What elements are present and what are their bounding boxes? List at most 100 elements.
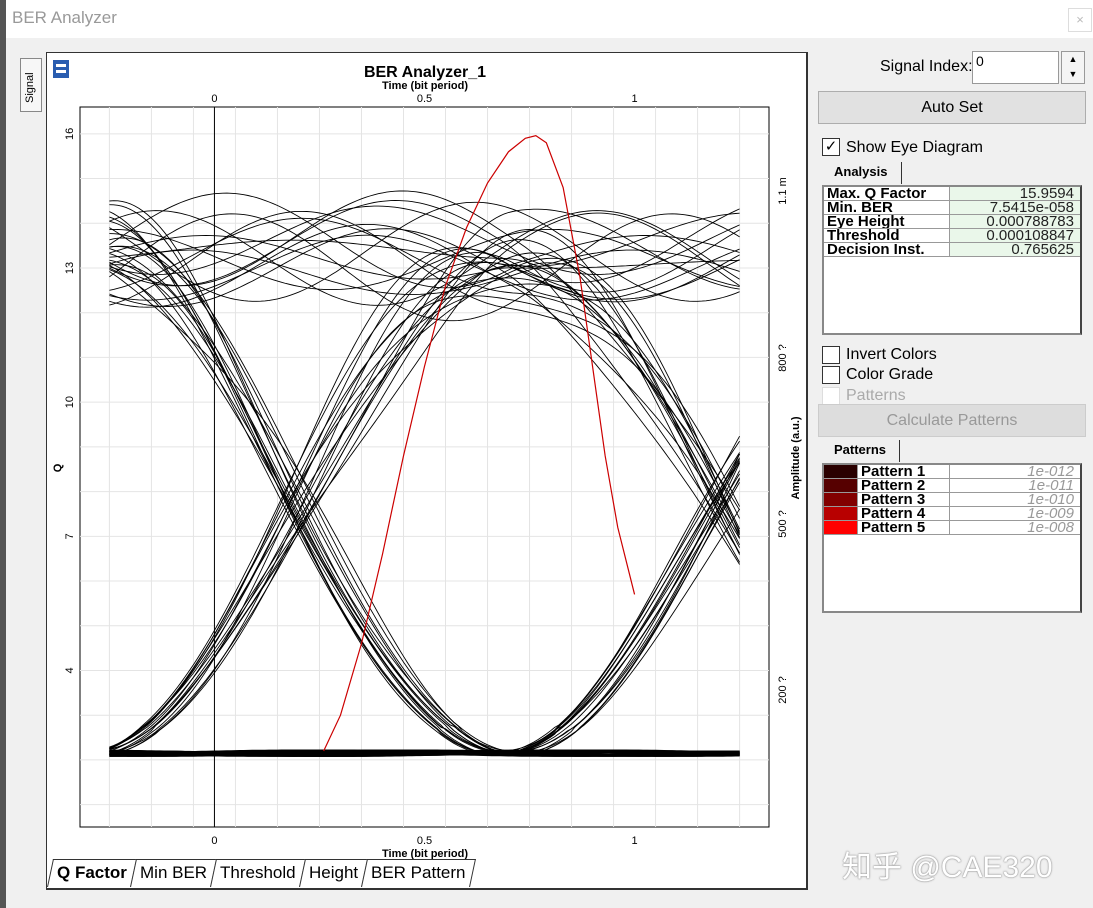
pattern-ber: 1e-010 <box>950 493 1080 506</box>
pattern-color-swatch <box>824 465 858 478</box>
pattern-ber: 1e-008 <box>950 521 1080 534</box>
eye-trace <box>109 233 740 756</box>
eye-trace <box>109 248 740 752</box>
signal-index-label: Signal Index: <box>880 58 973 75</box>
y-tick-label-left: 4 <box>64 667 76 673</box>
tab-ber-pattern[interactable]: BER Pattern <box>360 859 476 887</box>
eye-trace <box>109 295 741 755</box>
pattern-ber: 1e-009 <box>950 507 1080 520</box>
auto-set-button[interactable]: Auto Set <box>818 91 1086 124</box>
patterns-checkbox-label: Patterns <box>846 387 906 404</box>
tab-label: Min BER <box>139 863 207 882</box>
pattern-row[interactable]: Pattern 5 1e-008 <box>824 521 1080 535</box>
eye-trace <box>109 190 740 511</box>
title-bar <box>6 0 1093 38</box>
pattern-row[interactable]: Pattern 1 1e-012 <box>824 465 1080 479</box>
tab-threshold[interactable]: Threshold <box>210 859 306 887</box>
y-tick-label-left: 10 <box>64 396 76 408</box>
y-tick-label-left: 16 <box>64 128 76 140</box>
pattern-row[interactable]: Pattern 4 1e-009 <box>824 507 1080 521</box>
eye-trace <box>109 220 740 755</box>
eye-trace <box>109 248 740 749</box>
tab-label: Q Factor <box>57 863 127 882</box>
pattern-name: Pattern 4 <box>858 507 950 520</box>
pattern-row[interactable]: Pattern 2 1e-011 <box>824 479 1080 493</box>
signal-index-input[interactable]: 0 <box>972 51 1059 84</box>
background-window-edge <box>0 0 6 908</box>
spin-up-icon[interactable]: ▲ <box>1068 54 1078 64</box>
eye-trace <box>109 283 741 752</box>
eye-trace <box>109 212 740 750</box>
q-factor-curve <box>323 134 636 752</box>
eye-diagram-chart[interactable]: BER Analyzer_1 Time (bit period) Time (b… <box>47 53 809 891</box>
eye-trace <box>109 228 740 565</box>
analysis-value: 0.765625 <box>950 243 1080 256</box>
tab-patterns[interactable]: Patterns <box>820 440 900 462</box>
invert-colors-checkbox[interactable] <box>822 346 840 364</box>
color-grade-checkbox[interactable] <box>822 366 840 384</box>
eye-trace <box>109 200 740 554</box>
graph-menu-icon[interactable] <box>53 60 69 78</box>
show-eye-diagram-label: Show Eye Diagram <box>846 139 983 156</box>
tab-height[interactable]: Height <box>298 859 368 887</box>
close-button[interactable]: × <box>1068 8 1092 32</box>
signal-index-spinner[interactable]: ▲ ▼ <box>1061 51 1085 84</box>
eye-trace <box>109 245 740 756</box>
analysis-value: 0.000108847 <box>950 229 1080 242</box>
tab-analysis[interactable]: Analysis <box>820 162 902 184</box>
y-tick-label-right: 800 ? <box>777 344 789 372</box>
bottom-tab-bar: Q Factor Min BER Threshold Height BER Patter… <box>47 859 476 887</box>
y-tick-label-right: 200 ? <box>777 676 789 704</box>
tab-q-factor[interactable]: Q Factor <box>47 859 137 887</box>
eye-trace <box>109 210 740 306</box>
analysis-key: Decision Inst. <box>824 243 950 256</box>
analysis-row: Eye Height 0.000788783 <box>824 215 1080 229</box>
tab-label: Threshold <box>219 863 296 882</box>
eye-trace <box>109 228 740 291</box>
show-eye-diagram-checkbox[interactable]: ✓ <box>822 138 840 156</box>
eye-trace <box>109 223 740 539</box>
eye-trace <box>109 208 740 750</box>
analysis-key: Eye Height <box>824 215 950 228</box>
y-axis-label-left: Q <box>52 463 64 472</box>
color-grade-label: Color Grade <box>846 366 934 383</box>
eye-trace <box>109 201 740 302</box>
y-tick-label-right: 1.1 m <box>777 177 789 205</box>
eye-trace <box>109 205 740 275</box>
x-tick-label-bottom: 1 <box>631 835 637 847</box>
x-tick-label-top: 1 <box>631 93 637 105</box>
eye-trace <box>109 192 741 534</box>
pattern-name: Pattern 1 <box>858 465 950 478</box>
analysis-value: 15.9594 <box>950 187 1080 200</box>
plot-area <box>79 106 770 828</box>
eye-trace <box>109 234 740 301</box>
eye-trace <box>109 749 740 757</box>
eye-trace <box>109 277 741 750</box>
x-tick-label-bottom: 0.5 <box>417 835 432 847</box>
analysis-row: Decision Inst. 0.765625 <box>824 243 1080 257</box>
analysis-table: Max. Q Factor 15.9594 Min. BER 7.5415e-058 E… <box>822 185 1082 335</box>
analysis-row: Max. Q Factor 15.9594 <box>824 187 1080 201</box>
invert-colors-label: Invert Colors <box>846 346 937 363</box>
tab-min-ber[interactable]: Min BER <box>129 859 217 887</box>
tab-signal[interactable]: Signal <box>20 58 42 112</box>
graph-panel: BER Analyzer_1 Time (bit period) Time (b… <box>46 52 808 890</box>
analysis-key: Max. Q Factor <box>824 187 950 200</box>
analysis-row: Min. BER 7.5415e-058 <box>824 201 1080 215</box>
pattern-name: Pattern 5 <box>858 521 950 534</box>
x-axis-label-top: Time (bit period) <box>382 80 468 92</box>
patterns-checkbox[interactable] <box>822 387 840 405</box>
analysis-key: Threshold <box>824 229 950 242</box>
eye-trace <box>109 212 740 749</box>
eye-trace <box>109 239 740 548</box>
x-tick-label-top: 0.5 <box>417 93 432 105</box>
y-tick-label-left: 13 <box>64 262 76 274</box>
eye-trace <box>109 200 740 755</box>
spin-down-icon[interactable]: ▼ <box>1068 69 1078 79</box>
pattern-row[interactable]: Pattern 3 1e-010 <box>824 493 1080 507</box>
eye-trace <box>109 259 740 755</box>
calculate-patterns-button[interactable]: Calculate Patterns <box>818 404 1086 437</box>
analysis-row: Threshold 0.000108847 <box>824 229 1080 243</box>
x-axis-label-bottom: Time (bit period) <box>382 848 468 860</box>
